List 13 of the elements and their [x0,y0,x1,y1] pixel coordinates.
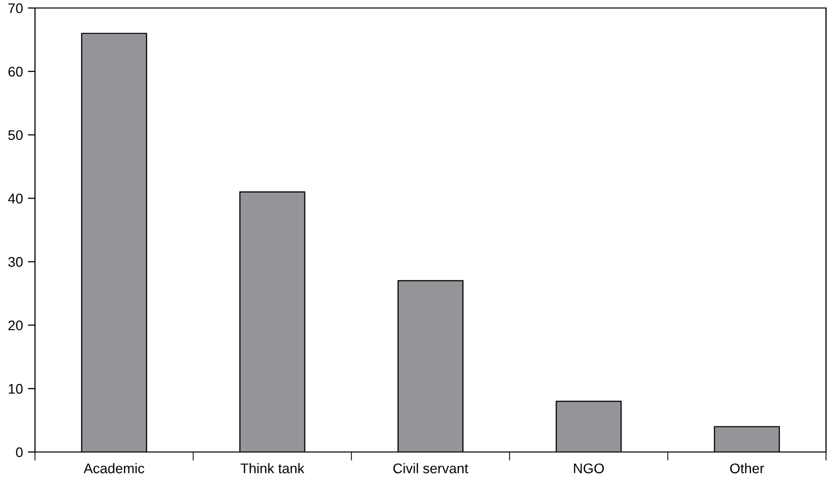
y-tick-label: 60 [8,66,23,77]
x-tick-label: NGO [574,463,604,474]
y-tick-label: 0 [16,447,23,458]
y-tick-label: 50 [8,130,23,140]
y-tick-label: 30 [8,257,23,267]
y-tick-label: 10 [8,384,23,394]
y-tick-label: 70 [8,3,23,14]
x-tick-label: Think tank [240,463,304,474]
x-tick-label: Other [730,463,764,474]
y-tick-label: 20 [8,320,23,330]
x-tick-label: Academic [84,463,144,474]
y-tick-label: 40 [8,194,23,204]
x-tick-label: Civil servant [393,463,468,474]
